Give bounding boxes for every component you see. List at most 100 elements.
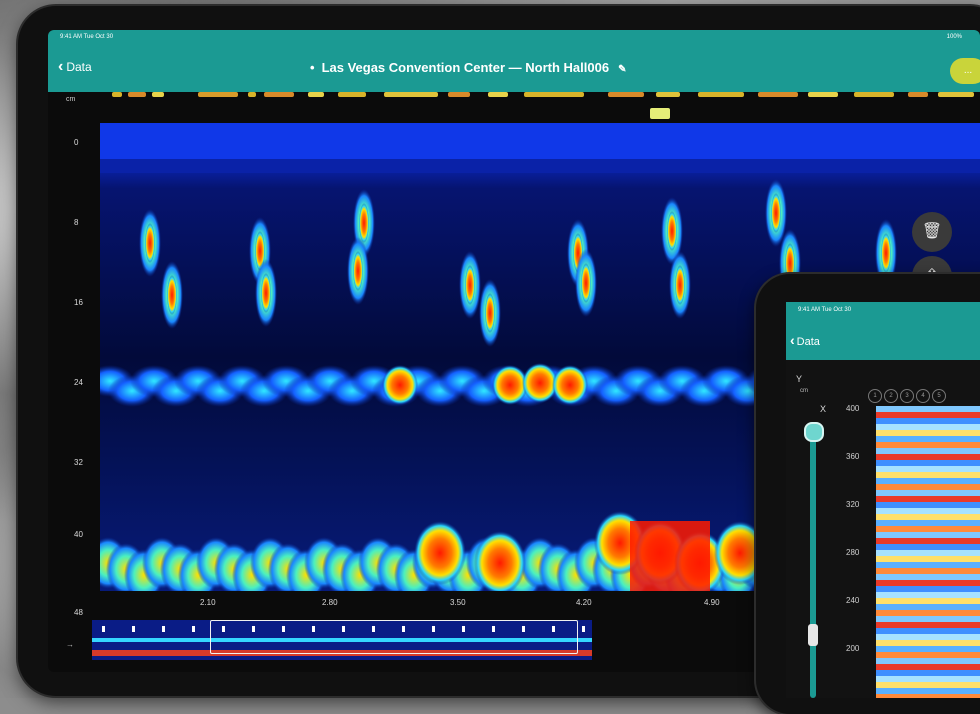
heatmap-cell [916, 562, 926, 568]
axis-y-label: Y [796, 374, 803, 384]
heatmap-cell [916, 586, 926, 592]
heatmap-cell [976, 652, 980, 658]
heatmap-cell [946, 418, 956, 424]
heatmap-cell [906, 610, 916, 616]
heatmap-cell [956, 670, 966, 676]
channel-button[interactable]: 3 [900, 389, 914, 403]
heatmap-cell [956, 526, 966, 532]
heatmap-cell [926, 694, 936, 698]
heatmap-cell [886, 640, 896, 646]
heatmap-cell [896, 598, 906, 604]
status-bar-secondary: 9:41 AM Tue Oct 30 [786, 302, 980, 320]
heatmap-cell [976, 484, 980, 490]
heatmap-cell [936, 556, 946, 562]
overview-window-handle[interactable] [210, 620, 578, 654]
back-button[interactable]: ‹ Data [58, 58, 92, 76]
heatmap-cell [966, 424, 976, 430]
distance-tick: 4.20 [576, 598, 592, 607]
heatmap-cell [906, 622, 916, 628]
reflection-core [485, 293, 495, 333]
heatmap-cell [886, 514, 896, 520]
heatmap-cell [966, 436, 976, 442]
heatmap-cell [886, 628, 896, 634]
heatmap-cell [946, 484, 956, 490]
edit-pencil-icon[interactable]: ✎ [618, 64, 627, 75]
heatmap-cell [886, 610, 896, 616]
more-button[interactable]: ... [950, 58, 980, 84]
heatmap-cell [946, 682, 956, 688]
heatmap-cell [896, 658, 906, 664]
depth-tick-secondary: 240 [846, 596, 860, 605]
scan-track-bar[interactable] [108, 92, 980, 100]
overview-hit [582, 626, 585, 632]
heatmap-cell [906, 436, 916, 442]
heatmap-cell [886, 604, 896, 610]
channel-button[interactable]: 2 [884, 389, 898, 403]
heatmap-cell [956, 634, 966, 640]
heatmap-cell [906, 484, 916, 490]
channel-button[interactable]: 5 [932, 389, 946, 403]
trash-icon[interactable]: 🗑 [912, 212, 952, 252]
heatmap-cell [886, 466, 896, 472]
back-button-secondary[interactable]: ‹ Data [790, 332, 820, 348]
heatmap-cell [956, 652, 966, 658]
depth-tick: 48 [74, 608, 83, 617]
heatmap-cell [896, 442, 906, 448]
heatmap-cell [956, 664, 966, 670]
heatmap-cell [926, 484, 936, 490]
heatmap-cell [956, 622, 966, 628]
heatmap-cell [956, 460, 966, 466]
heatmap-cell [976, 646, 980, 652]
heatmap-cell [896, 526, 906, 532]
heatmap-cell [916, 568, 926, 574]
depth-slider-track[interactable] [810, 430, 816, 698]
heatmap-cell [956, 448, 966, 454]
heatmap-cell [926, 562, 936, 568]
position-marker[interactable] [650, 108, 670, 119]
heatmap-cell [886, 688, 896, 694]
ruler-handle[interactable] [808, 624, 818, 646]
track-segment [128, 92, 146, 97]
heatmap-cell [916, 460, 926, 466]
heatmap-cell [966, 502, 976, 508]
heatmap-cell [946, 442, 956, 448]
overview-strip[interactable]: → [48, 620, 980, 672]
heatmap-cell [916, 574, 926, 580]
heatmap-cell [966, 634, 976, 640]
heatmap-cell [946, 670, 956, 676]
heatmap-cell [916, 544, 926, 550]
heatmap-cell [876, 592, 886, 598]
heatmap-cell [916, 640, 926, 646]
heatmap-cell [906, 538, 916, 544]
heatmap-cell [946, 622, 956, 628]
heatmap-cell [926, 412, 936, 418]
heatmap-cell [886, 436, 896, 442]
heatmap-cell [926, 634, 936, 640]
heatmap-cell [966, 484, 976, 490]
depth-slider-thumb[interactable] [804, 422, 824, 442]
heatmap-cell [876, 604, 886, 610]
heatmap-cell [916, 520, 926, 526]
heatmap-cell [896, 652, 906, 658]
heatmap-cell [936, 562, 946, 568]
heatmap-cell [876, 568, 886, 574]
heatmap-cell [886, 544, 896, 550]
heatmap-cell [906, 520, 916, 526]
heatmap-cell [906, 430, 916, 436]
heatmap-cell [926, 598, 936, 604]
channel-button[interactable]: 4 [916, 389, 930, 403]
heatmap-cell [926, 568, 936, 574]
heatmap-cell [936, 616, 946, 622]
chevron-left-icon: ‹ [58, 58, 64, 75]
heatmap-cell [946, 406, 956, 412]
heatmap-cell [966, 496, 976, 502]
heatmap-cell [906, 478, 916, 484]
heatmap-cell [956, 604, 966, 610]
heatmap-cell [966, 598, 976, 604]
heatmap-cell [926, 508, 936, 514]
heatmap-cell [916, 496, 926, 502]
channel-button[interactable]: 1 [868, 389, 882, 403]
heatmap-cell [916, 472, 926, 478]
heatmap-cell [906, 466, 916, 472]
